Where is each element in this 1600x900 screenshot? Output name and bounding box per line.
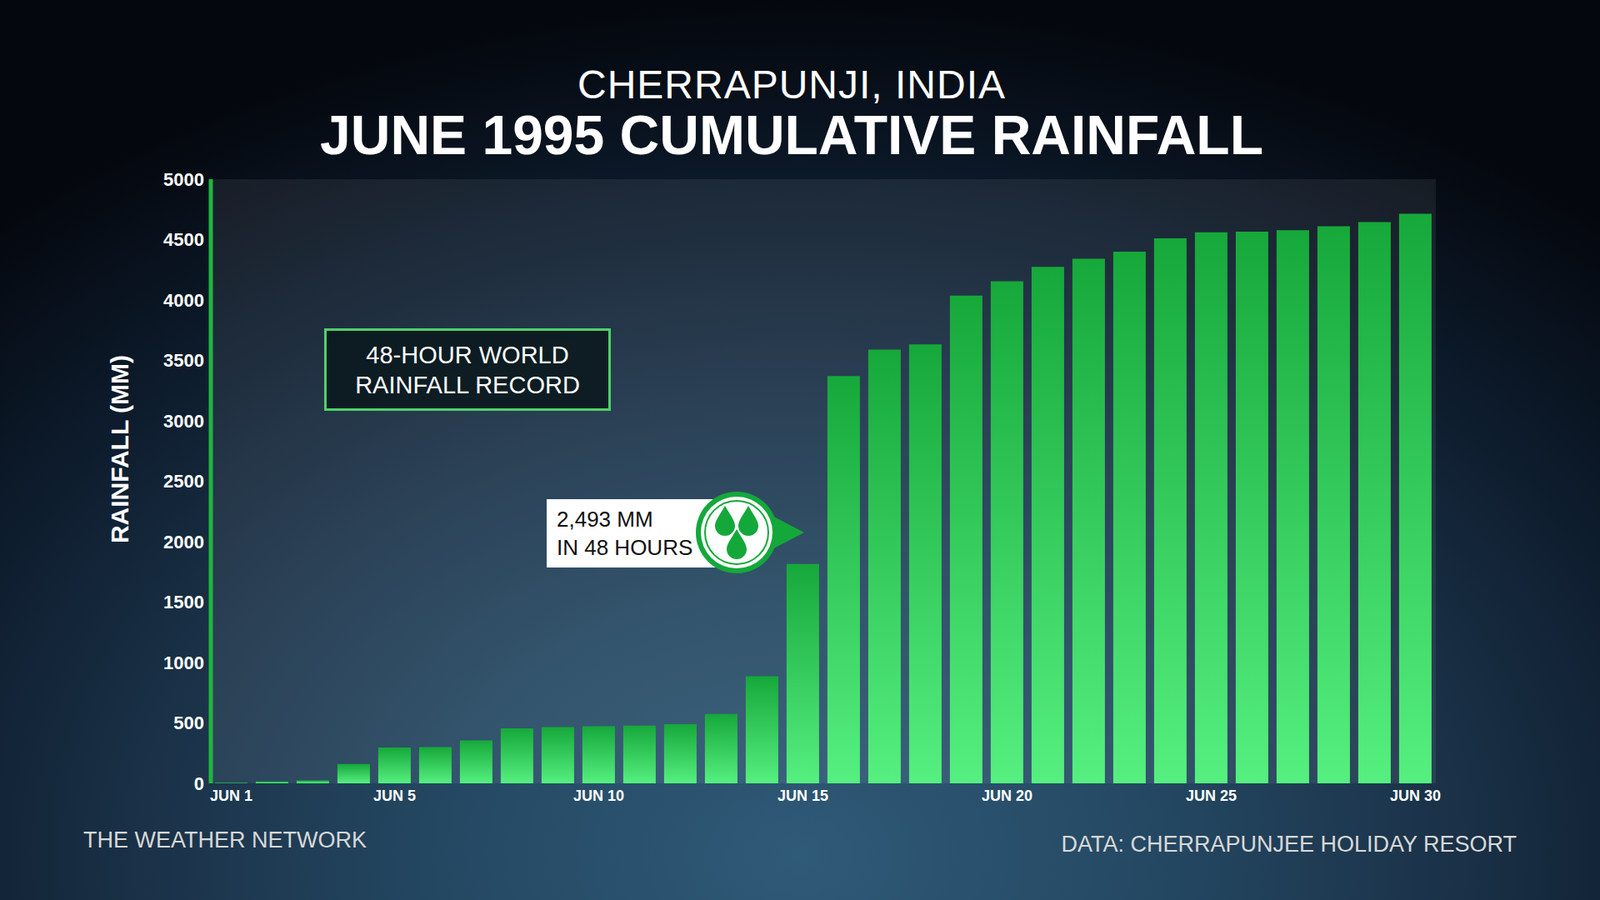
svg-text:4500: 4500 <box>163 229 205 250</box>
svg-text:1500: 1500 <box>163 591 205 613</box>
html-text:DATA: CHERRAPUNJEE HOLIDAY RES: DATA: CHERRAPUNJEE HOLIDAY RESORT <box>1061 831 1517 857</box>
svg-text:JUN 20: JUN 20 <box>981 787 1033 805</box>
svg-text:1000: 1000 <box>163 652 205 674</box>
svg-text:JUN 15: JUN 15 <box>777 787 829 805</box>
html-text:2,493 MM: 2,493 MM <box>556 506 653 532</box>
svg-text:2500: 2500 <box>163 470 205 492</box>
html-text:JUNE 1995 CUMULATIVE RAINFALL: JUNE 1995 CUMULATIVE RAINFALL <box>320 104 1264 166</box>
svg-text:500: 500 <box>173 712 205 734</box>
html-text:THE WEATHER NETWORK: THE WEATHER NETWORK <box>83 827 367 853</box>
html-text:RAINFALL (MM): RAINFALL (MM) <box>105 355 134 544</box>
html-text:CHERRAPUNJI, INDIA: CHERRAPUNJI, INDIA <box>577 62 1006 107</box>
svg-text:JUN 10: JUN 10 <box>573 787 625 805</box>
svg-text:2000: 2000 <box>163 531 205 553</box>
html-text:IN 48 HOURS: IN 48 HOURS <box>556 535 693 560</box>
html-text:48-HOUR WORLD: 48-HOUR WORLD <box>366 341 569 368</box>
svg-text:JUN 1: JUN 1 <box>210 787 253 805</box>
svg-text:3000: 3000 <box>163 410 205 432</box>
html-text:RAINFALL RECORD: RAINFALL RECORD <box>355 371 580 398</box>
svg-text:JUN 30: JUN 30 <box>1390 787 1441 805</box>
svg-text:JUN 25: JUN 25 <box>1185 787 1237 805</box>
svg-text:4000: 4000 <box>163 290 205 311</box>
svg-text:3500: 3500 <box>163 350 205 371</box>
svg-text:0: 0 <box>194 773 205 795</box>
svg-text:JUN 5: JUN 5 <box>373 787 416 805</box>
svg-text:5000: 5000 <box>163 169 205 190</box>
